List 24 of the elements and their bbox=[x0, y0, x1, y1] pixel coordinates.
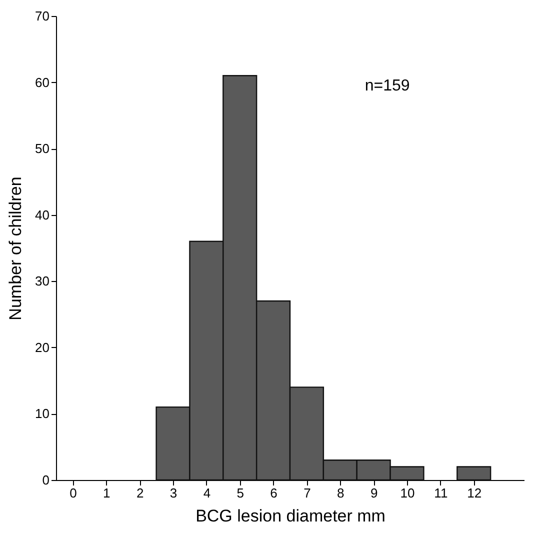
y-tick-label: 40 bbox=[35, 207, 50, 222]
y-tick-label: 10 bbox=[35, 406, 50, 422]
x-tick-label: 11 bbox=[434, 486, 448, 500]
x-tick-label: 9 bbox=[370, 486, 378, 500]
x-tick-label: 3 bbox=[170, 486, 178, 500]
y-tick-label: 20 bbox=[35, 340, 50, 355]
x-tick-label: 12 bbox=[467, 486, 482, 500]
y-axis-title: Number of children bbox=[6, 176, 26, 320]
y-tick-label: 60 bbox=[35, 74, 50, 90]
x-tick-label: 4 bbox=[203, 486, 211, 500]
x-tick-label: 7 bbox=[304, 486, 311, 500]
annotation: n=159 bbox=[364, 78, 410, 95]
x-tick-label: 0 bbox=[70, 486, 77, 500]
y-tick-label: 30 bbox=[35, 274, 50, 289]
x-tick-label: 6 bbox=[270, 486, 278, 500]
x-tick-label: 8 bbox=[337, 486, 344, 500]
x-tick-label: 10 bbox=[400, 486, 415, 500]
y-tick-label: 70 bbox=[35, 8, 50, 24]
y-tick-label: 0 bbox=[42, 472, 50, 488]
x-tick-label: 2 bbox=[136, 486, 144, 500]
x-tick-label: 5 bbox=[236, 486, 244, 500]
x-axis-title: BCG lesion diameter mm bbox=[196, 506, 386, 526]
x-tick-label: 1 bbox=[103, 486, 110, 500]
y-tick-label: 50 bbox=[35, 141, 50, 156]
